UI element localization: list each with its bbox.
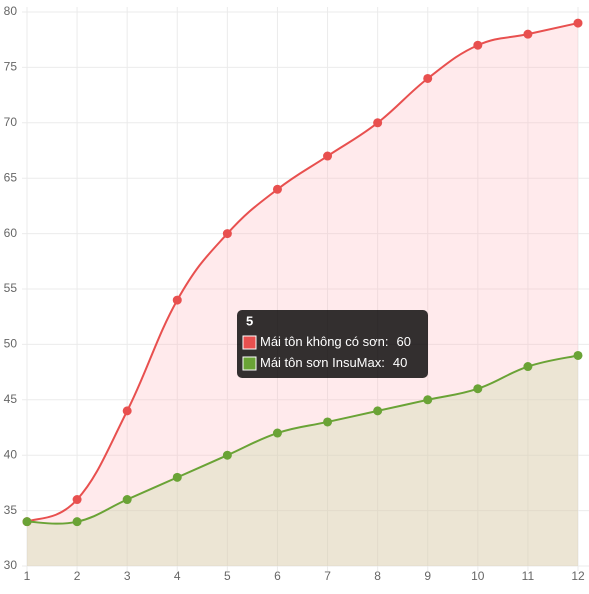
area [27,23,578,566]
x-tick-label: 10 [471,569,485,583]
tooltip-box [237,310,428,378]
point [373,118,383,128]
point [473,384,483,394]
point [72,495,82,505]
x-tick-label: 12 [571,569,585,583]
point [222,229,232,239]
y-tick-label: 30 [4,558,18,572]
point [373,406,383,416]
point [473,40,483,50]
y-tick-label: 35 [4,503,18,517]
x-tick-label: 1 [24,569,31,583]
point [423,73,433,83]
x-tick-label: 7 [324,569,331,583]
point [22,517,32,527]
area [27,355,578,566]
y-tick-label: 55 [4,281,18,295]
y-tick-label: 75 [4,60,18,74]
y-tick-label: 50 [4,337,18,351]
line [26,354,579,525]
point [423,395,433,405]
point [573,18,583,28]
point [122,406,132,416]
point [72,517,82,527]
point [573,350,583,360]
tooltip-title: 5 [246,313,253,328]
tooltip-label: Mái tôn không có sơn: [260,334,388,349]
point [122,495,132,505]
x-tick-label: 6 [274,569,281,583]
x-tick-label: 11 [522,569,535,583]
x-tick-label: 8 [374,569,381,583]
point [222,450,232,460]
point [172,472,182,482]
point [523,29,533,39]
y-tick-label: 60 [4,226,18,240]
x-tick-label: 3 [124,569,131,583]
point [172,295,182,305]
tooltip-value: 40 [393,355,407,370]
tooltip-item: Mái tôn không có sơn: 60 [260,334,411,349]
y-tick-label: 65 [4,170,18,184]
tooltip-value: 60 [396,334,410,349]
x-tick-label: 4 [174,569,181,583]
point [323,151,333,161]
y-tick-label: 70 [4,115,18,129]
x-tick-label: 5 [224,569,231,583]
point [523,362,533,372]
point [323,417,333,427]
y-tick-label: 40 [4,447,18,461]
y-tick-label: 80 [4,4,18,18]
tooltip-swatch [242,335,257,350]
tooltip-item: Mái tôn sơn InsuMax: 40 [260,355,407,370]
y-tick-label: 45 [4,392,18,406]
x-tick-label: 2 [74,569,81,583]
x-tick-label: 9 [424,569,431,583]
point [272,184,282,194]
tooltip-swatch [242,356,257,371]
tooltip: 5 Mái tôn không có sơn: 60 Mái tôn sơn Insu… [237,310,428,378]
point [272,428,282,438]
tooltip-label: Mái tôn sơn InsuMax: [260,355,385,370]
